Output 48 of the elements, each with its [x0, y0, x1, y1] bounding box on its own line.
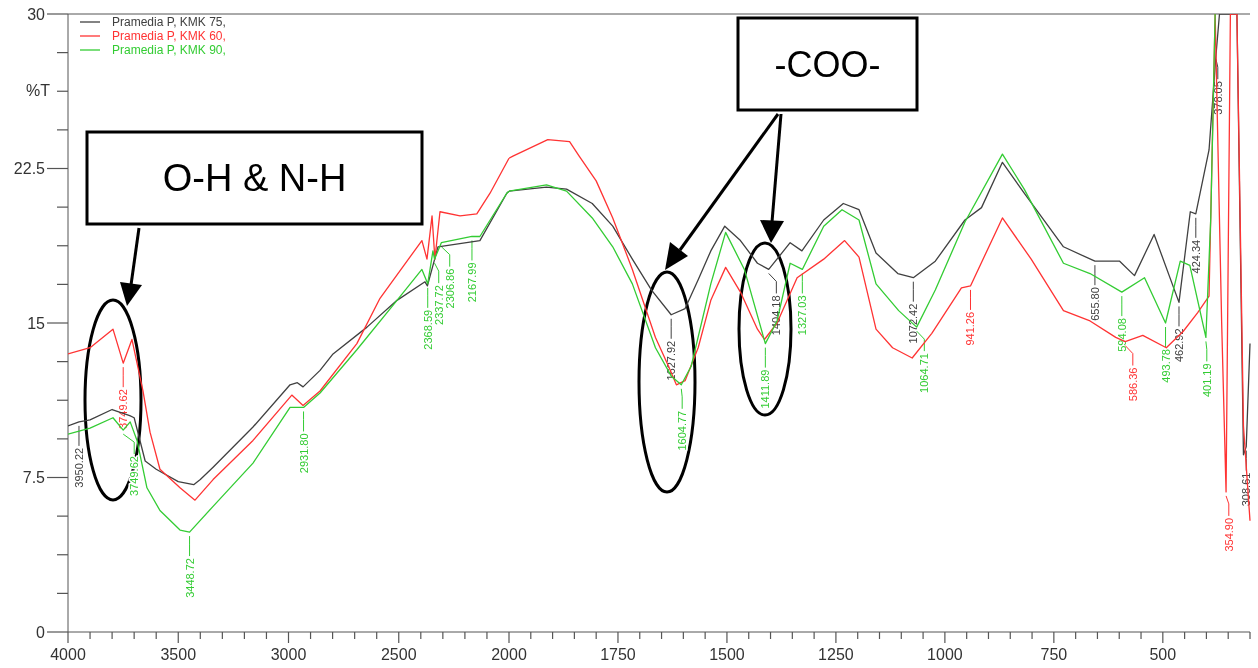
- x-tick-label: 2000: [491, 646, 527, 663]
- annotation: 941.26: [964, 311, 977, 346]
- x-tick-label: 1500: [709, 646, 745, 663]
- annotation: 354.90: [1222, 517, 1235, 552]
- y-tick-label: 22.5: [13, 160, 46, 178]
- legend-label: Pramedia P, KMK 90,: [112, 43, 226, 58]
- annotation: O-H & N-H: [162, 157, 347, 200]
- annotation: 378.05: [1211, 81, 1224, 115]
- annotation: 2306.86: [443, 268, 456, 309]
- x-tick-label: 500: [1149, 646, 1177, 663]
- y-axis-title: %T: [26, 82, 51, 99]
- x-tick-label: 1250: [818, 646, 854, 663]
- annotation: 2368.59: [421, 309, 434, 350]
- annotation: 401.19: [1200, 363, 1213, 398]
- x-tick-label: 1000: [927, 646, 963, 663]
- annotation: 3950.22: [72, 447, 85, 488]
- annotation: 3749.62: [128, 456, 141, 496]
- x-tick-label: 3000: [270, 646, 307, 663]
- annotation: 1327.03: [796, 295, 809, 336]
- y-tick-label: 0: [36, 623, 46, 641]
- annotation: 3448.72: [183, 558, 196, 598]
- y-tick-label: 15: [27, 314, 46, 332]
- annotation: 655.80: [1088, 287, 1101, 321]
- annotation: 2931.80: [297, 433, 310, 474]
- annotation: 1627.92: [665, 340, 678, 381]
- y-tick-label: 7.5: [22, 469, 46, 487]
- x-tick-label: 2500: [380, 646, 417, 663]
- annotation: 1604.77: [676, 410, 689, 451]
- annotation: 424.34: [1189, 239, 1202, 274]
- annotation: 308.61: [1240, 472, 1253, 507]
- annotation: 586.36: [1126, 367, 1139, 402]
- legend-label: Pramedia P, KMK 75,: [112, 15, 226, 30]
- annotation: 2337.72: [432, 285, 445, 325]
- x-tick-label: 3500: [160, 646, 197, 663]
- annotation: 2167.99: [465, 262, 478, 303]
- annotation: 1064.71: [918, 353, 931, 393]
- x-tick-label: 1750: [600, 646, 636, 663]
- y-tick-label: 30: [27, 5, 46, 23]
- annotation: 1411.89: [759, 369, 772, 409]
- legend-label: Pramedia P, KMK 60,: [112, 29, 226, 44]
- annotation: 594.08: [1115, 318, 1128, 352]
- x-tick-label: 750: [1040, 646, 1068, 663]
- annotation: 493.78: [1159, 349, 1172, 383]
- x-tick-label: 4000: [50, 646, 86, 663]
- annotation: 3749.62: [117, 389, 130, 429]
- annotation: 462.92: [1172, 328, 1185, 363]
- annotation: -COO-: [774, 43, 881, 85]
- annotation: 1072.42: [907, 303, 920, 344]
